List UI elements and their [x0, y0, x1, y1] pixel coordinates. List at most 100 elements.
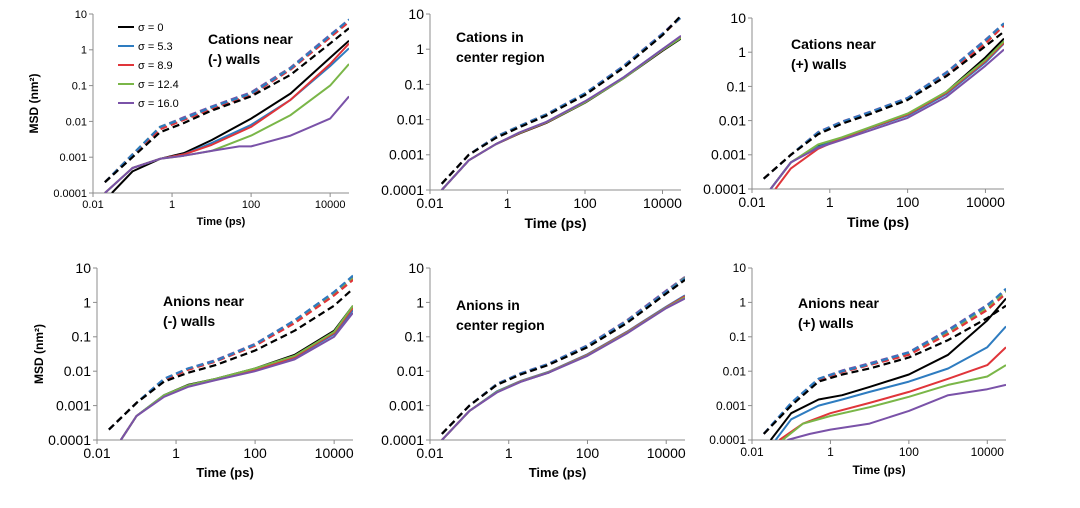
panel-title-line: Anions near [798, 295, 879, 311]
y-tick-label: 0.01 [723, 364, 747, 378]
x-tick-label: 10000 [647, 445, 686, 461]
panel-p6: 0.0001 0.001 0.01 0.1 1 10 0.01 1 100 10000 Time (… [709, 261, 1006, 477]
panel-title-line: center region [456, 317, 545, 333]
y-tick-label: 10 [75, 260, 91, 276]
panel-title-line: Cations near [791, 36, 876, 52]
y-tick-label: 0.001 [711, 147, 746, 163]
solid-line-s16_0 [787, 383, 1006, 440]
x-tick-label: 0.01 [740, 445, 764, 459]
solid-line-s8_9 [778, 346, 1006, 440]
panel-p5: 0.0001 0.001 0.01 0.1 1 10 0.01 1 100 10000 Time (… [381, 260, 686, 480]
y-tick-label: 0.01 [719, 113, 746, 129]
x-axis-label: Time (ps) [847, 214, 909, 230]
x-axis-label: Time (ps) [197, 216, 246, 228]
x-tick-label: 1 [172, 445, 180, 461]
y-tick-label: 1 [416, 41, 424, 57]
dashed-line-s8_9 [104, 21, 349, 183]
dashed-line-s8_9 [762, 292, 1006, 435]
y-tick-label: 10 [408, 260, 424, 276]
y-tick-label: 0.1 [72, 329, 92, 345]
x-tick-label: 0.01 [738, 194, 765, 210]
y-tick-label: 0.01 [397, 112, 424, 128]
legend-label: σ = 16.0 [138, 98, 179, 110]
dashed-line-s0 [762, 30, 1004, 180]
x-tick-label: 10000 [966, 194, 1005, 210]
legend-label: σ = 0 [138, 22, 163, 34]
y-tick-label: 0.01 [66, 116, 87, 128]
y-tick-label: 0.1 [727, 78, 747, 94]
panel-title-line: Anions near [163, 293, 244, 309]
dashed-line-s0 [104, 27, 349, 184]
dashed-line-s0 [108, 287, 353, 431]
curves [441, 276, 685, 440]
y-tick-label: 1 [83, 294, 91, 310]
x-tick-label: 1 [505, 445, 513, 461]
y-axis-label: MSD (nm²) [27, 74, 41, 134]
y-tick-label: 0.001 [59, 152, 87, 164]
y-tick-label: 0.0001 [703, 181, 746, 197]
x-tick-label: 100 [243, 445, 267, 461]
solid-line-s0 [111, 39, 349, 193]
panel-p1: 0.0001 0.001 0.01 0.1 1 10 0.01 1 100 10000 Time (… [27, 9, 349, 228]
y-axis-label: MSD (nm²) [32, 324, 46, 384]
x-tick-label: 10000 [971, 445, 1005, 459]
x-tick-label: 10000 [643, 195, 682, 211]
solid-line-s16_0 [441, 297, 685, 440]
x-tick-label: 1 [169, 199, 175, 211]
x-tick-label: 100 [573, 195, 597, 211]
y-tick-label: 1 [739, 296, 746, 310]
y-tick-label: 0.001 [716, 399, 746, 413]
panel-p3: 0.0001 0.001 0.01 0.1 1 10 0.01 1 100 10000 Time (… [703, 10, 1005, 230]
x-tick-label: 100 [899, 445, 919, 459]
x-tick-label: 1 [827, 445, 834, 459]
solid-line-s16_0 [440, 34, 681, 190]
x-tick-label: 1 [504, 195, 512, 211]
curves [762, 22, 1004, 189]
legend-label: σ = 5.3 [138, 41, 173, 53]
panel-p4: 0.0001 0.001 0.01 0.1 1 10 0.01 1 100 10000 Time (… [32, 260, 354, 480]
y-tick-label: 0.001 [56, 398, 91, 414]
x-tick-label: 100 [242, 199, 260, 211]
legend-label: σ = 12.4 [138, 79, 179, 91]
y-tick-label: 0.0001 [381, 182, 424, 198]
y-tick-label: 0.01 [397, 363, 424, 379]
y-tick-label: 0.0001 [381, 432, 424, 448]
solid-line-s12_4 [781, 364, 1006, 440]
x-axis-label: Time (ps) [852, 463, 905, 477]
y-tick-label: 10 [408, 6, 424, 22]
y-tick-label: 0.0001 [48, 432, 91, 448]
y-tick-label: 1 [81, 45, 87, 57]
y-tick-label: 1 [738, 44, 746, 60]
x-axis-label: Time (ps) [196, 465, 254, 480]
y-tick-label: 0.0001 [53, 188, 87, 200]
dashed-line-s16_0 [762, 289, 1006, 435]
dashed-line-s0 [440, 14, 681, 185]
x-tick-label: 0.01 [416, 195, 443, 211]
panel-title-line: (-) walls [163, 313, 215, 329]
y-tick-label: 1 [416, 294, 424, 310]
y-tick-label: 0.01 [64, 363, 91, 379]
solid-line-s16_0 [769, 48, 1004, 189]
panel-title-line: (-) walls [208, 51, 260, 67]
x-tick-label: 0.01 [416, 445, 443, 461]
x-axis-label: Time (ps) [525, 215, 587, 231]
x-tick-label: 0.01 [83, 445, 110, 461]
panel-title-line: Cations in [456, 29, 524, 45]
solid-line-s12_4 [119, 305, 353, 440]
dashed-line-s0 [763, 304, 1006, 435]
y-tick-label: 0.1 [729, 330, 746, 344]
curves [762, 287, 1006, 440]
y-tick-label: 0.001 [389, 398, 424, 414]
solid-line-s16_0 [119, 312, 353, 440]
y-tick-label: 0.001 [389, 147, 424, 163]
dashed-line-s5_3 [104, 18, 349, 183]
y-tick-label: 0.1 [72, 80, 87, 92]
x-tick-label: 0.01 [82, 199, 103, 211]
y-tick-label: 0.1 [405, 329, 425, 345]
panel-title-line: Anions in [456, 297, 520, 313]
solid-line-s5_3 [774, 325, 1006, 440]
curves [440, 14, 681, 190]
solid-line-s0 [769, 297, 1006, 440]
x-tick-label: 100 [896, 194, 920, 210]
